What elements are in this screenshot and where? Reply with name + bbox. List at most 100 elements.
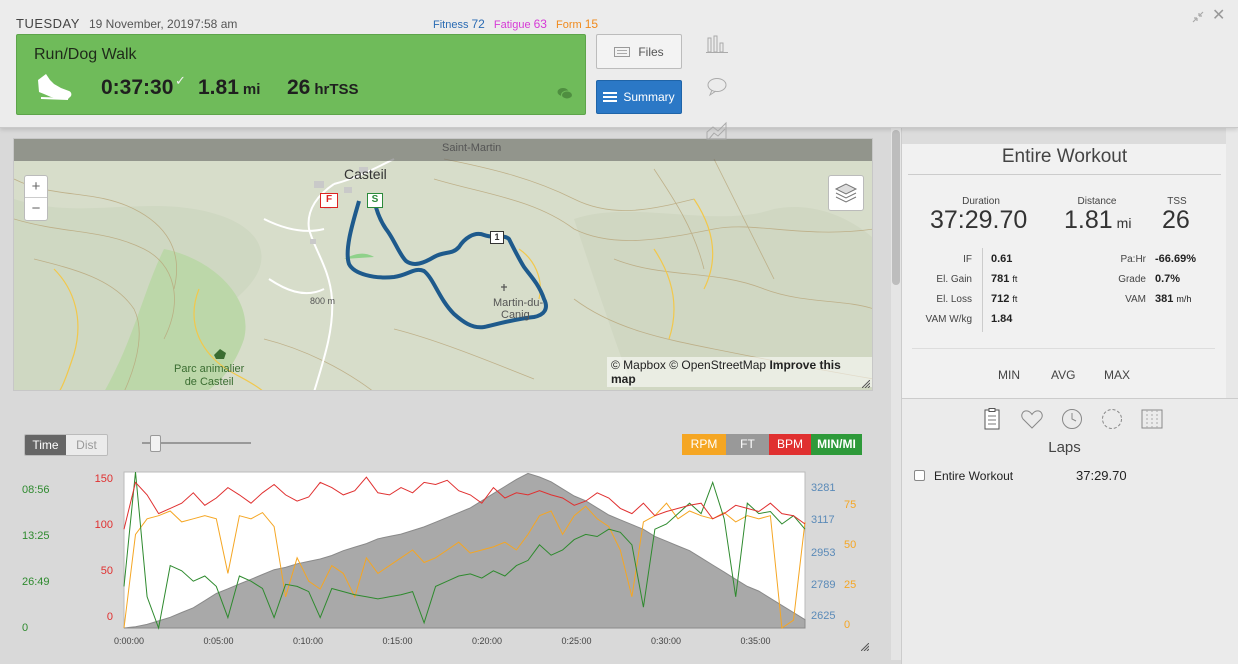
max-header: MAX	[1104, 368, 1131, 382]
cadence-tick-label: 75	[844, 499, 856, 511]
zoom-out-button[interactable]: −	[31, 200, 41, 217]
tss-label: TSS	[1167, 196, 1187, 207]
chart-legend: RPM FT BPM MIN/MI	[682, 434, 862, 455]
divider	[912, 348, 1215, 349]
hr-tick-label: 100	[95, 519, 113, 531]
zoom-in-button[interactable]: +	[25, 176, 47, 198]
summary-button[interactable]: Summary	[596, 80, 682, 114]
fatigue-value: 63	[533, 17, 547, 31]
workout-date: 19 November, 2019	[89, 17, 194, 31]
gain-label: El. Gain	[936, 274, 972, 285]
clock-icon[interactable]	[1060, 407, 1084, 431]
zoom-control: + −	[24, 175, 48, 221]
distance-label: Distance	[1077, 196, 1117, 207]
workout-title: Run/Dog Walk	[34, 46, 137, 63]
shoe-icon	[38, 74, 72, 100]
collapse-icon[interactable]	[1192, 11, 1204, 23]
vamwkg-label: VAM W/kg	[925, 314, 972, 325]
series-ft	[123, 472, 806, 629]
scrollbar-thumb[interactable]	[892, 130, 900, 285]
heart-icon[interactable]	[1020, 407, 1044, 431]
dist-toggle[interactable]: Dist	[66, 435, 107, 455]
elevation-tick-label: 2625	[811, 610, 835, 622]
clipboard-icon[interactable]	[980, 407, 1004, 431]
fitness-metrics: Fitness 72 Fatigue 63 Form 15	[433, 17, 604, 31]
bar-chart-icon[interactable]	[706, 34, 728, 54]
legend-min-mi[interactable]: MIN/MI	[811, 434, 862, 455]
workout-chart[interactable]: 0:00:00 0:05:00 0:10:00 0:15:00 0:20:00 0:25:…	[0, 460, 890, 660]
loss-stat: 712 ft	[991, 293, 1017, 305]
grid-icon[interactable]	[1140, 407, 1164, 431]
gain-stat: 781 ft	[991, 273, 1017, 285]
close-icon[interactable]: ✕	[1212, 7, 1226, 24]
form-label: Form	[556, 19, 582, 31]
elevation-tick-label: 2953	[811, 547, 835, 559]
tss-unit: hrTSS	[314, 81, 359, 98]
summary-title: Entire Workout	[1001, 146, 1128, 167]
divider	[982, 248, 983, 332]
smoothing-slider-thumb[interactable]	[150, 435, 161, 452]
lap-checkbox[interactable]	[914, 470, 925, 481]
elevation-tick-label: 2789	[811, 579, 835, 591]
scrollbar[interactable]	[891, 128, 901, 660]
workout-header: TUESDAY 19 November, 2019 7:58 am Fitnes…	[0, 0, 1238, 140]
hr-tick-label: 0	[107, 611, 113, 623]
tss-value: 26	[287, 76, 311, 99]
fatigue-label: Fatigue	[493, 19, 531, 31]
loss-value: 712	[991, 293, 1010, 305]
list-icon	[603, 92, 618, 102]
vam-stat: 381 m/h	[1155, 293, 1191, 305]
cadence-tick-label: 0	[844, 619, 850, 631]
lap-row[interactable]: Entire Workout 37:29.70	[914, 467, 1214, 485]
grade-value: 0.7%	[1155, 273, 1181, 285]
pace-tick-label: 26:49	[22, 576, 50, 588]
workout-summary-card[interactable]: Run/Dog Walk 0:37:30 ✓ 1.81 mi 26 hrTSS	[16, 34, 586, 115]
dashed-circle-icon[interactable]	[1100, 407, 1124, 431]
resize-icon[interactable]	[862, 380, 870, 388]
x-tick-label: 0:25:00	[561, 636, 591, 646]
finish-marker[interactable]: F	[320, 193, 338, 208]
route-map[interactable]: Saint-Martin Casteil 800 m Martin-du- Can…	[13, 138, 873, 391]
cadence-tick-label: 50	[844, 539, 856, 551]
time-toggle[interactable]: Time	[25, 435, 66, 455]
legend-bpm[interactable]: BPM	[769, 434, 811, 455]
map-label-parc-line2: de Casteil	[184, 376, 234, 388]
legend-rpm[interactable]: RPM	[682, 434, 726, 455]
elevation-tick-label: 3281	[811, 482, 835, 494]
vam-value: 381	[1155, 293, 1174, 305]
summary-panel-top	[902, 128, 1226, 144]
series-bpm	[123, 476, 806, 530]
improve-map-link[interactable]: Improve this map	[611, 358, 841, 386]
distance-value: 1.81	[198, 76, 239, 99]
smoothing-slider-track[interactable]	[142, 442, 251, 444]
resize-icon[interactable]	[861, 643, 869, 651]
chat-bubble-icon[interactable]	[706, 77, 728, 97]
map-label-castell: Casteil	[344, 166, 387, 182]
area-chart-icon[interactable]	[706, 120, 728, 140]
avg-header: AVG	[1051, 368, 1076, 382]
form-value: 15	[584, 17, 599, 31]
map-label-martin-du-canigou: Martin-du- Canig	[493, 297, 543, 321]
cadence-tick-label: 25	[844, 579, 856, 591]
gain-value: 781	[991, 273, 1010, 285]
map-attribution: © Mapbox © OpenStreetMap Improve this ma…	[607, 357, 872, 387]
start-marker[interactable]: S	[367, 193, 383, 208]
comment-icon[interactable]	[557, 87, 573, 100]
hr-tick-label: 50	[101, 565, 113, 577]
vam-unit: m/h	[1176, 294, 1192, 304]
x-tick-label: 0:15:00	[382, 636, 412, 646]
fitness-label: Fitness	[433, 19, 469, 31]
file-icon	[614, 46, 631, 57]
scrollbar[interactable]	[1226, 128, 1238, 398]
workout-duration: 0:37:30	[101, 76, 174, 99]
hr-tick-label: 150	[95, 473, 113, 485]
distance-stat-value: 1.81	[1064, 206, 1113, 234]
pace-tick-label: 08:56	[22, 484, 50, 496]
layers-button[interactable]	[828, 175, 864, 211]
tss-stat-value: 26	[1162, 206, 1190, 234]
legend-ft[interactable]: FT	[726, 434, 769, 455]
x-tick-label: 0:30:00	[651, 636, 681, 646]
files-button[interactable]: Files	[596, 34, 682, 69]
lap-marker[interactable]: 1	[490, 231, 504, 244]
lap-name: Entire Workout	[934, 469, 1014, 483]
